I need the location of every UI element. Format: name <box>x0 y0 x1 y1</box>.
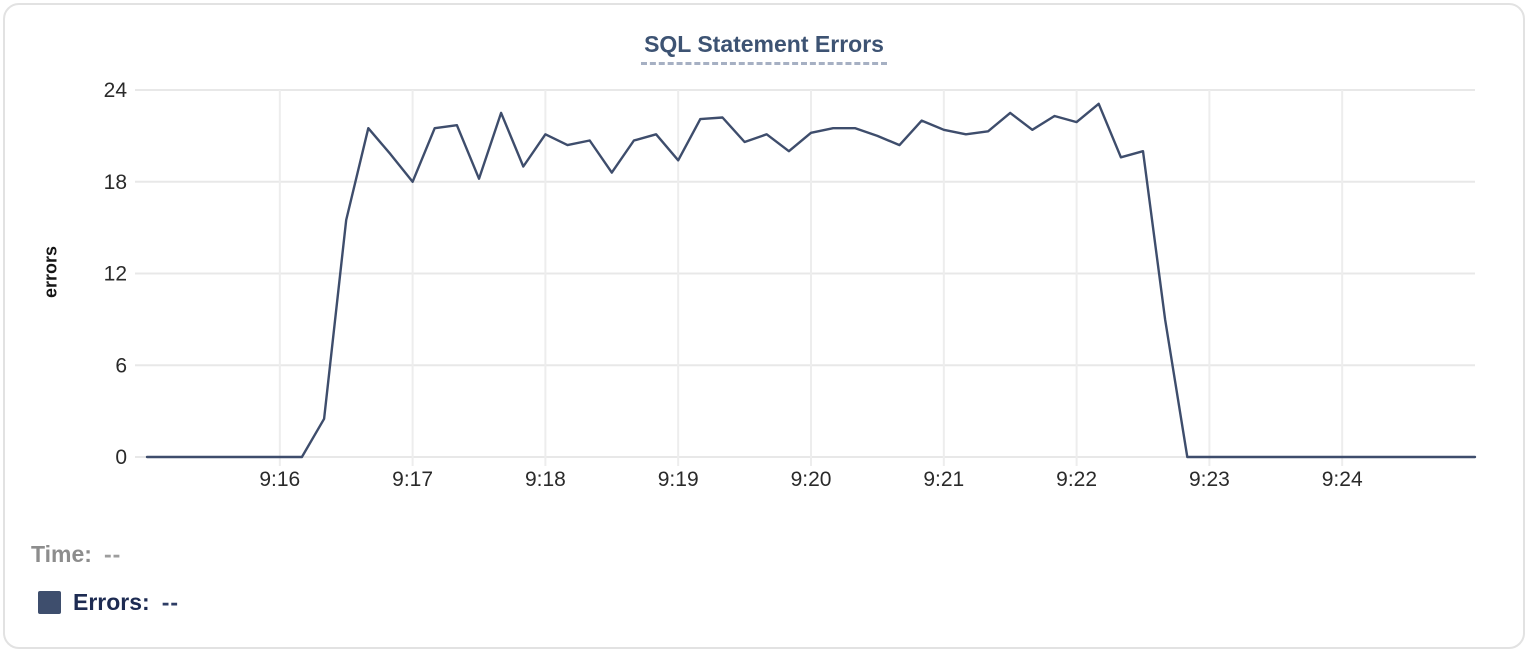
errors-series-swatch <box>38 591 61 614</box>
y-tick-label: 24 <box>104 79 128 102</box>
legend-errors-row[interactable]: Errors: -- <box>38 589 179 616</box>
chart-title-row: SQL Statement Errors <box>5 31 1523 65</box>
x-tick-label: 9:18 <box>525 468 566 491</box>
y-tick-label: 6 <box>115 354 127 377</box>
legend-time-value: -- <box>104 541 121 568</box>
chart-card: SQL Statement Errors errors 0 6 12 18 24 9:16… <box>3 3 1525 649</box>
legend-errors-value: -- <box>162 589 179 616</box>
legend-time-label: Time: <box>31 541 92 568</box>
x-tick-label: 9:20 <box>791 468 832 491</box>
y-axis-title: errors <box>41 246 62 298</box>
y-tick-label: 12 <box>104 263 127 286</box>
x-tick-label: 9:24 <box>1322 468 1363 491</box>
x-tick-label: 9:21 <box>923 468 964 491</box>
legend-time-row: Time: -- <box>31 541 121 568</box>
x-tick-label: 9:22 <box>1056 468 1097 491</box>
x-tick-label: 9:23 <box>1189 468 1230 491</box>
line-chart[interactable]: 0 6 12 18 24 9:16 9:17 9:18 9:19 9:20 9:21 9:22 9:23… <box>5 5 1528 657</box>
x-tick-label: 9:17 <box>392 468 433 491</box>
y-tick-label: 18 <box>104 171 127 194</box>
legend-errors-label: Errors: <box>73 589 150 616</box>
chart-title[interactable]: SQL Statement Errors <box>641 31 887 65</box>
x-tick-label: 9:16 <box>259 468 300 491</box>
y-tick-label: 0 <box>115 446 127 469</box>
x-tick-label: 9:19 <box>658 468 699 491</box>
